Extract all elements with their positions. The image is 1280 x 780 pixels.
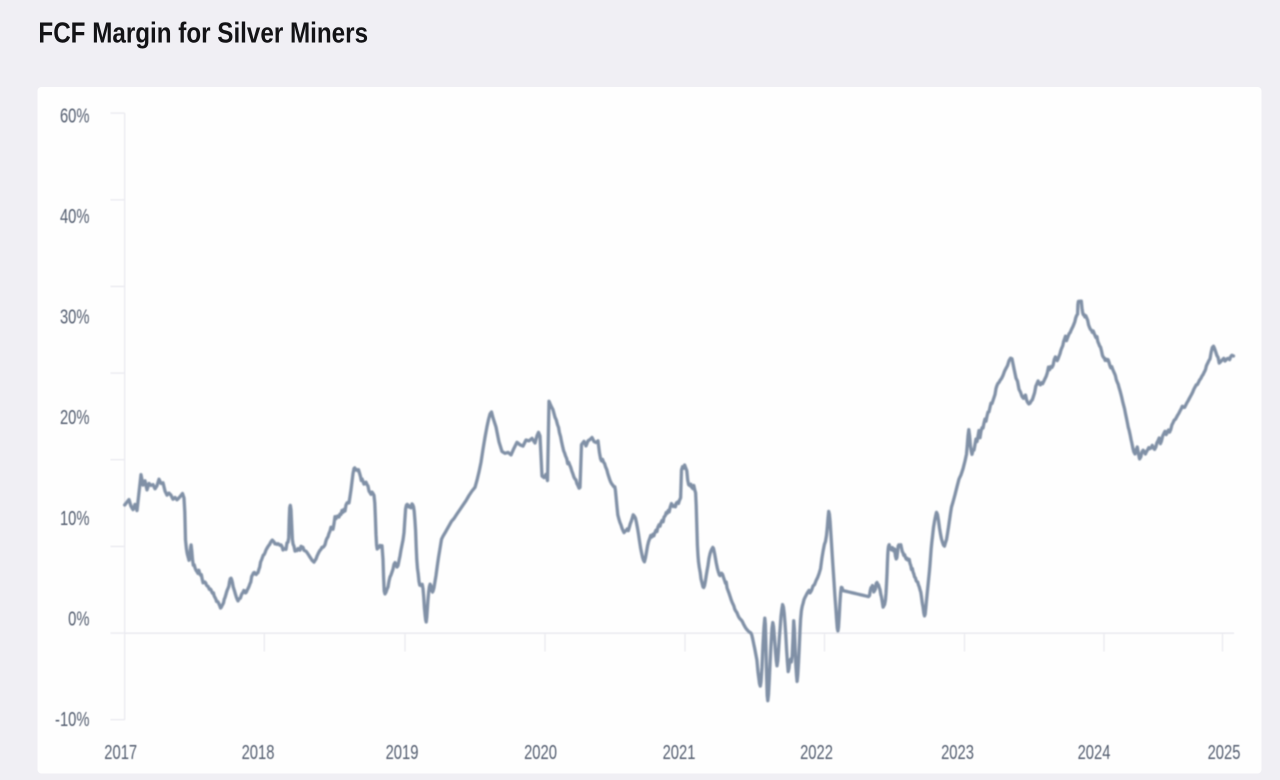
svg-text:2018: 2018 (242, 741, 275, 764)
svg-text:20%: 20% (60, 406, 90, 429)
svg-text:2017: 2017 (104, 741, 137, 764)
svg-text:10%: 10% (60, 507, 90, 530)
svg-text:2021: 2021 (663, 741, 696, 764)
svg-text:2022: 2022 (800, 741, 833, 764)
svg-text:30%: 30% (60, 305, 90, 328)
svg-text:2020: 2020 (524, 741, 557, 764)
svg-text:2025: 2025 (1208, 741, 1241, 764)
svg-text:-10%: -10% (55, 708, 90, 731)
svg-text:FCF Margin for Silver Miners: FCF Margin for Silver Miners (38, 16, 368, 48)
svg-text:60%: 60% (60, 104, 90, 127)
svg-text:2024: 2024 (1078, 741, 1111, 764)
svg-text:0%: 0% (68, 607, 89, 630)
svg-text:40%: 40% (60, 205, 90, 228)
svg-text:2023: 2023 (941, 741, 974, 764)
svg-text:2019: 2019 (386, 741, 419, 764)
